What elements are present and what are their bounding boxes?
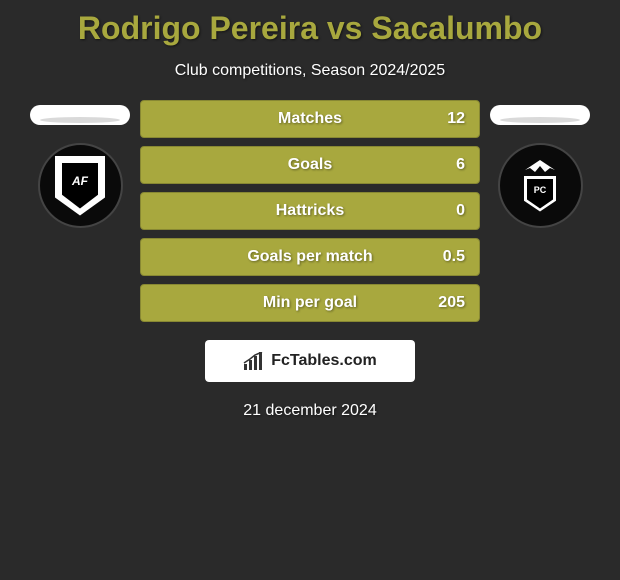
stat-value: 6 <box>456 156 465 174</box>
stat-bars: Matches 12 Goals 6 Hattricks 0 Goals per… <box>140 100 480 322</box>
stat-row: Hattricks 0 <box>140 192 480 230</box>
stat-value: 12 <box>447 110 465 128</box>
player-right-column <box>490 105 590 228</box>
stat-row: Min per goal 205 <box>140 284 480 322</box>
page-title: Rodrigo Pereira vs Sacalumbo <box>0 10 620 47</box>
stat-row: Goals per match 0.5 <box>140 238 480 276</box>
badge-shield-inner <box>62 163 98 209</box>
stat-label: Goals <box>288 156 332 174</box>
badge-inner <box>510 156 570 216</box>
stat-value: 0 <box>456 202 465 220</box>
stat-label: Min per goal <box>263 294 357 312</box>
stat-row: Goals 6 <box>140 146 480 184</box>
player-left-avatar-placeholder <box>30 105 130 125</box>
stat-label: Matches <box>278 110 342 128</box>
badge-shield-outer <box>55 156 105 216</box>
player-right-avatar-placeholder <box>490 105 590 125</box>
player-right-club-badge <box>498 143 583 228</box>
badge-shield <box>524 176 556 212</box>
stat-label: Hattricks <box>276 202 344 220</box>
stat-value: 205 <box>438 294 465 312</box>
brand-box: FcTables.com <box>205 340 415 382</box>
bar-chart-icon <box>243 352 265 370</box>
stat-value: 0.5 <box>443 248 465 266</box>
comparison-card: Rodrigo Pereira vs Sacalumbo Club compet… <box>0 0 620 425</box>
stat-row: Matches 12 <box>140 100 480 138</box>
date-text: 21 december 2024 <box>0 402 620 420</box>
brand-text: FcTables.com <box>271 352 377 370</box>
stat-label: Goals per match <box>247 248 372 266</box>
content-row: Matches 12 Goals 6 Hattricks 0 Goals per… <box>0 100 620 322</box>
player-left-club-badge <box>38 143 123 228</box>
subtitle: Club competitions, Season 2024/2025 <box>0 62 620 80</box>
player-left-column <box>30 105 130 228</box>
eagle-icon <box>515 158 565 178</box>
